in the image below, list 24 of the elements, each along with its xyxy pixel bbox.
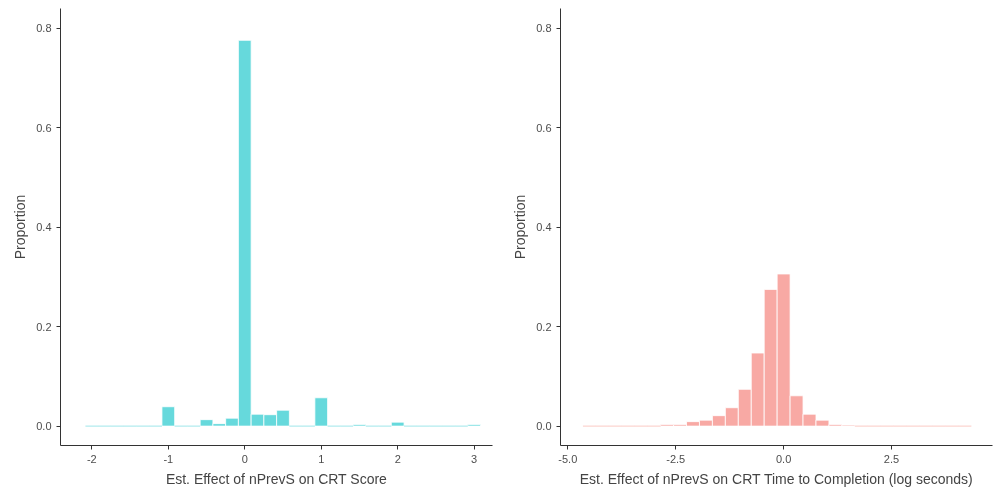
x-tick-label: -5.0 [558, 452, 578, 465]
y-tick-label: 0.0 [536, 420, 552, 433]
x-tick-label: -1 [163, 452, 174, 465]
x-axis-title: Est. Effect of nPrevS on CRT Time to Completion (log seconds) [579, 470, 973, 487]
y-tick-label: 0.4 [36, 221, 52, 234]
x-tick-label: 2 [394, 452, 401, 465]
y-tick-label: 0.4 [536, 221, 552, 234]
y-axis-title: Proportion [12, 194, 29, 260]
x-tick-label: -2 [86, 452, 97, 465]
x-tick-label: -2.5 [666, 452, 686, 465]
y-tick-label: 0.2 [36, 320, 52, 333]
x-tick-label: 0 [241, 452, 248, 465]
x-axis-title: Est. Effect of nPrevS on CRT Score [165, 470, 388, 487]
x-tick-label: 3 [471, 452, 478, 465]
x-tick-label: 2.5 [883, 452, 900, 465]
y-tick-label: 0.6 [536, 121, 552, 134]
y-tick-label: 0.0 [36, 420, 52, 433]
x-tick-label: 0.0 [775, 452, 792, 465]
y-tick-label: 0.6 [36, 121, 52, 134]
x-tick-label: 1 [318, 452, 325, 465]
y-axis-title: Proportion [512, 194, 529, 260]
y-tick-label: 0.8 [36, 22, 52, 35]
y-tick-label: 0.2 [536, 320, 552, 333]
y-tick-label: 0.8 [536, 22, 552, 35]
